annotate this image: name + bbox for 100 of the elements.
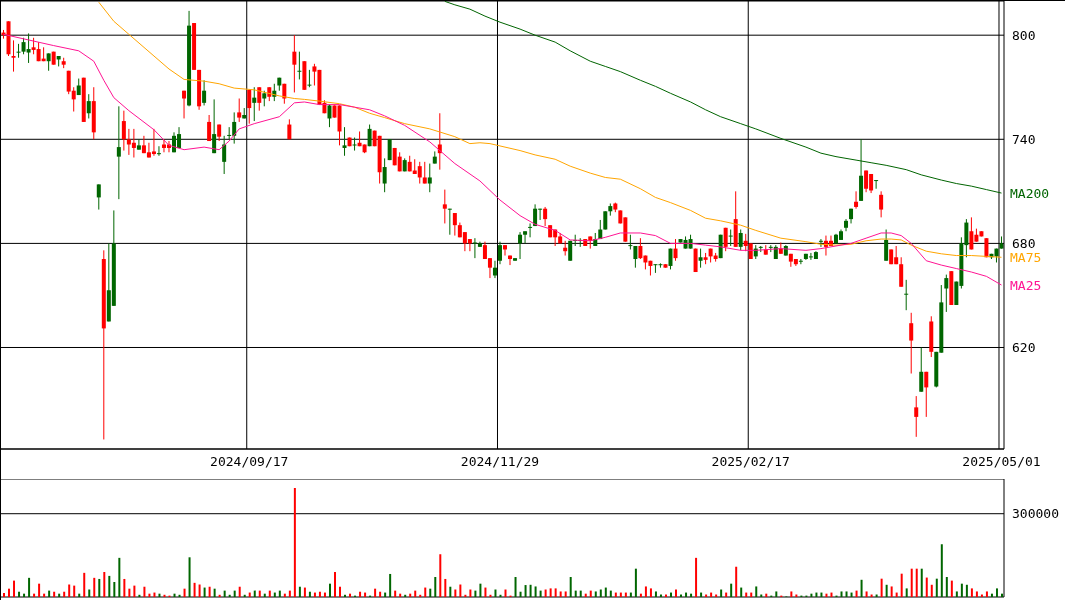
bar <box>529 584 532 597</box>
candlestick <box>151 128 156 157</box>
candlestick <box>738 229 743 251</box>
bar <box>865 591 868 597</box>
bar <box>890 586 893 597</box>
bar <box>68 584 71 597</box>
bar <box>644 586 647 597</box>
bar <box>419 594 422 597</box>
bar <box>439 554 442 597</box>
candlestick <box>417 161 422 185</box>
bar <box>900 573 903 597</box>
bar <box>63 591 66 597</box>
candlestick <box>798 258 803 265</box>
bar <box>594 591 597 597</box>
bar <box>178 594 181 597</box>
bar <box>534 586 537 597</box>
bar <box>193 582 196 597</box>
bar <box>930 584 933 597</box>
bar <box>379 591 382 597</box>
bar <box>494 589 497 597</box>
bar <box>845 591 848 597</box>
bar <box>549 588 552 597</box>
candlestick <box>909 312 914 375</box>
bar <box>539 590 542 597</box>
x-tick-label: 2024/09/17 <box>210 454 289 470</box>
bar <box>98 578 101 597</box>
bar <box>238 586 241 597</box>
bar <box>48 590 51 597</box>
bar <box>965 584 968 597</box>
bar <box>479 583 482 597</box>
bar <box>775 591 778 597</box>
series-label: MA25 <box>1010 278 1042 294</box>
candlestick <box>442 189 447 224</box>
candlestick <box>452 212 457 237</box>
bar <box>163 594 166 597</box>
bar <box>233 590 236 597</box>
y-tick-label: 620 <box>1012 340 1036 356</box>
candlestick <box>914 395 919 438</box>
bar <box>83 572 86 597</box>
bar <box>218 594 221 597</box>
candlestick <box>904 279 909 311</box>
bar <box>970 588 973 597</box>
bar <box>404 594 407 597</box>
bar <box>860 579 863 597</box>
candlestick <box>11 39 16 73</box>
candlestick <box>202 79 207 106</box>
bar <box>188 557 191 597</box>
bar <box>464 594 467 597</box>
bar <box>579 590 582 597</box>
bar <box>955 591 958 597</box>
bar <box>695 557 698 597</box>
candlestick <box>879 190 884 218</box>
bar <box>303 587 306 597</box>
bar <box>945 577 948 597</box>
candlestick <box>292 34 297 93</box>
bar <box>544 589 547 597</box>
bar <box>574 590 577 597</box>
candlestick <box>131 128 136 159</box>
bar <box>53 591 56 597</box>
bar <box>950 580 953 597</box>
candlestick <box>116 105 121 200</box>
bar <box>454 589 457 597</box>
bar <box>293 487 296 597</box>
y-tick-label: 680 <box>1012 236 1036 252</box>
bar <box>975 591 978 597</box>
line-series <box>3 33 1002 286</box>
bar <box>599 589 602 597</box>
candlestick <box>247 89 252 125</box>
bar <box>469 589 472 597</box>
bar <box>394 590 397 597</box>
bar <box>735 566 738 597</box>
candlestick <box>503 244 507 257</box>
bar <box>228 594 231 597</box>
candlestick <box>673 238 678 262</box>
candlestick <box>207 114 212 142</box>
y-tick-label: 300000 <box>1012 506 1059 522</box>
bar <box>198 584 201 597</box>
candlestick <box>121 110 126 152</box>
bar <box>474 590 477 597</box>
candlestick <box>924 371 929 418</box>
line-series <box>444 1 1002 194</box>
bar <box>675 589 678 597</box>
candlestick <box>382 157 387 193</box>
bar <box>524 585 527 597</box>
bar <box>308 591 311 597</box>
candlestick <box>182 90 187 119</box>
candlestick <box>543 206 548 227</box>
bar <box>499 594 502 597</box>
bar <box>730 583 733 597</box>
x-tick-label: 2025/05/01 <box>962 454 1041 470</box>
bar <box>519 591 522 597</box>
x-tick-label: 2024/11/29 <box>460 454 540 470</box>
candlestick <box>156 145 161 157</box>
candlestick <box>728 229 733 247</box>
candlestick <box>818 238 823 248</box>
bar <box>298 586 301 597</box>
bar <box>429 588 432 597</box>
candlestick <box>492 260 497 279</box>
bar <box>118 557 121 597</box>
candlestick <box>854 190 859 210</box>
